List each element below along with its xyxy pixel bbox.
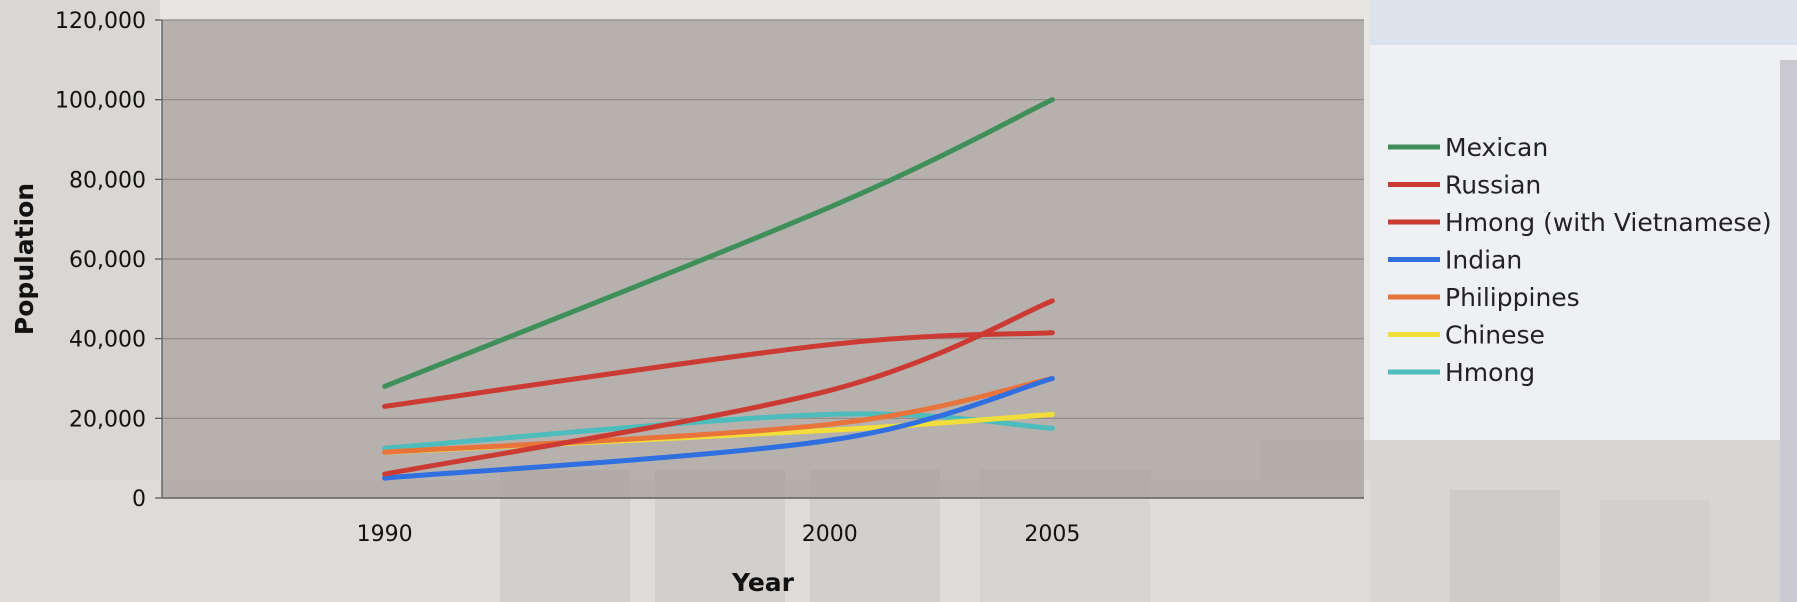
legend: Mexican Russian Hmong (with Vietnamese) Ind… <box>1388 133 1772 387</box>
y-tick-label: 20,000 <box>69 407 146 432</box>
x-tick-label: 1990 <box>357 522 413 547</box>
y-axis-title: Population <box>10 183 39 335</box>
y-tick-label: 120,000 <box>55 9 146 34</box>
y-tick-label: 60,000 <box>69 248 146 273</box>
legend-label: Philippines <box>1445 283 1580 312</box>
x-axis-title: Year <box>731 568 795 597</box>
series-line-hmong <box>382 411 1055 451</box>
x-tick-label: 2000 <box>802 522 858 547</box>
legend-label: Indian <box>1445 246 1522 275</box>
y-axis-ticks: 0 20,000 40,000 60,000 80,000 100,000 120,000 <box>55 9 162 512</box>
series-line-mexican <box>382 97 1055 389</box>
legend-label: Mexican <box>1445 133 1548 162</box>
legend-label: Chinese <box>1445 321 1545 350</box>
series-line-russian <box>382 330 1055 409</box>
series-line-hmong-with-vietnamese <box>382 298 1055 477</box>
legend-label: Hmong <box>1445 358 1535 387</box>
y-tick-label: 0 <box>132 487 146 512</box>
y-tick-label: 40,000 <box>69 328 146 353</box>
series-line-indian <box>382 376 1055 481</box>
y-tick-label: 80,000 <box>69 168 146 193</box>
legend-label: Hmong (with Vietnamese) <box>1445 208 1772 237</box>
x-tick-label: 2005 <box>1024 522 1080 547</box>
series-line-philippines <box>382 376 1055 455</box>
series-lines <box>382 97 1055 481</box>
legend-label: Russian <box>1445 171 1541 200</box>
y-tick-label: 100,000 <box>55 89 146 114</box>
x-axis-ticks: 1990 2000 2005 <box>357 522 1081 547</box>
